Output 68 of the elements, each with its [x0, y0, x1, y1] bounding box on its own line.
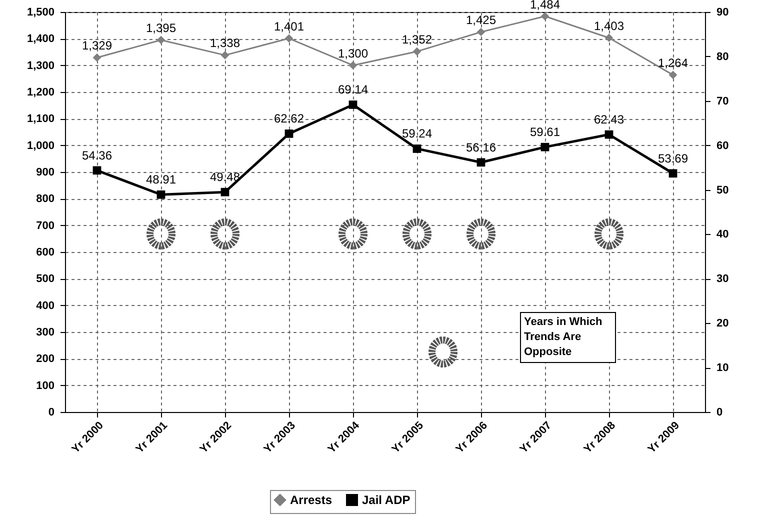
legend-label: Jail ADP: [362, 493, 410, 507]
y-tick-label: 1,300: [26, 60, 54, 72]
point: [668, 70, 678, 80]
y2-tick-label: 0: [716, 406, 723, 418]
y-tick-label: 0: [48, 406, 54, 418]
y2-tick-label: 20: [716, 318, 729, 330]
data-label: 54.36: [82, 148, 112, 162]
point: [156, 36, 166, 44]
point: [348, 100, 358, 109]
point: [156, 190, 166, 199]
point: [284, 130, 294, 138]
point: [284, 34, 294, 43]
y-tick-label: 100: [36, 380, 54, 392]
point: [220, 51, 230, 60]
y2-tick-label: 40: [716, 228, 729, 241]
data-label: 1,264: [658, 56, 688, 70]
data-label: 62.43: [594, 112, 624, 127]
point: [540, 142, 550, 152]
y-tick-label: 600: [36, 246, 54, 258]
annotation: Years in Which Trends Are Opposite: [524, 315, 604, 360]
data-label: 59.61: [530, 125, 560, 140]
data-label: 62.62: [274, 112, 304, 126]
y-tick-label: 300: [36, 326, 54, 338]
data-label: 48.91: [146, 172, 176, 187]
data-label: 1,338: [210, 36, 240, 50]
point: [668, 169, 678, 178]
point: [476, 158, 486, 167]
y-tick-label: 800: [36, 193, 54, 206]
point: [476, 28, 486, 36]
y2-tick-label: 10: [716, 362, 729, 374]
y-tick-label: 1,100: [26, 113, 54, 126]
data-label: 69.14: [338, 82, 368, 97]
y-tick-label: 1,400: [26, 33, 54, 46]
point: [412, 47, 422, 56]
y-tick-label: 1,200: [26, 86, 54, 98]
y2-tick-label: 30: [716, 273, 729, 286]
data-label: 56.16: [466, 140, 496, 154]
y-tick-label: 500: [36, 273, 54, 286]
y2-tick-label: 90: [716, 6, 729, 18]
y2-tick-label: 50: [716, 184, 729, 196]
data-label: 1,352: [402, 32, 432, 46]
data-label: 59.24: [402, 126, 432, 141]
y2-tick-label: 80: [716, 50, 729, 63]
y-tick-label: 700: [36, 220, 54, 232]
legend-label: Arrests: [290, 493, 332, 507]
y-tick-label: 900: [36, 166, 54, 178]
y2-tick-label: 70: [716, 95, 729, 108]
data-label: 1,484: [530, 0, 560, 12]
data-label: 1,403: [594, 18, 624, 33]
point: [604, 34, 614, 42]
point: [348, 61, 358, 70]
point: [540, 12, 550, 20]
data-label: 1,395: [146, 21, 176, 35]
data-label: 1,401: [274, 19, 304, 34]
point: [412, 144, 422, 153]
data-label: 1,425: [466, 13, 496, 27]
point: [604, 130, 614, 139]
point: [92, 53, 102, 62]
y2-tick-label: 60: [716, 140, 729, 152]
data-label: 1,300: [338, 46, 368, 60]
point: [92, 166, 102, 175]
y-tick-label: 1,000: [26, 140, 54, 152]
point: [220, 188, 230, 196]
data-label: 1,329: [82, 38, 112, 53]
data-label: 53.69: [658, 151, 688, 166]
y-tick-label: 400: [36, 300, 54, 312]
y-tick-label: 200: [36, 353, 54, 366]
y-tick-label: 1,500: [26, 6, 54, 18]
